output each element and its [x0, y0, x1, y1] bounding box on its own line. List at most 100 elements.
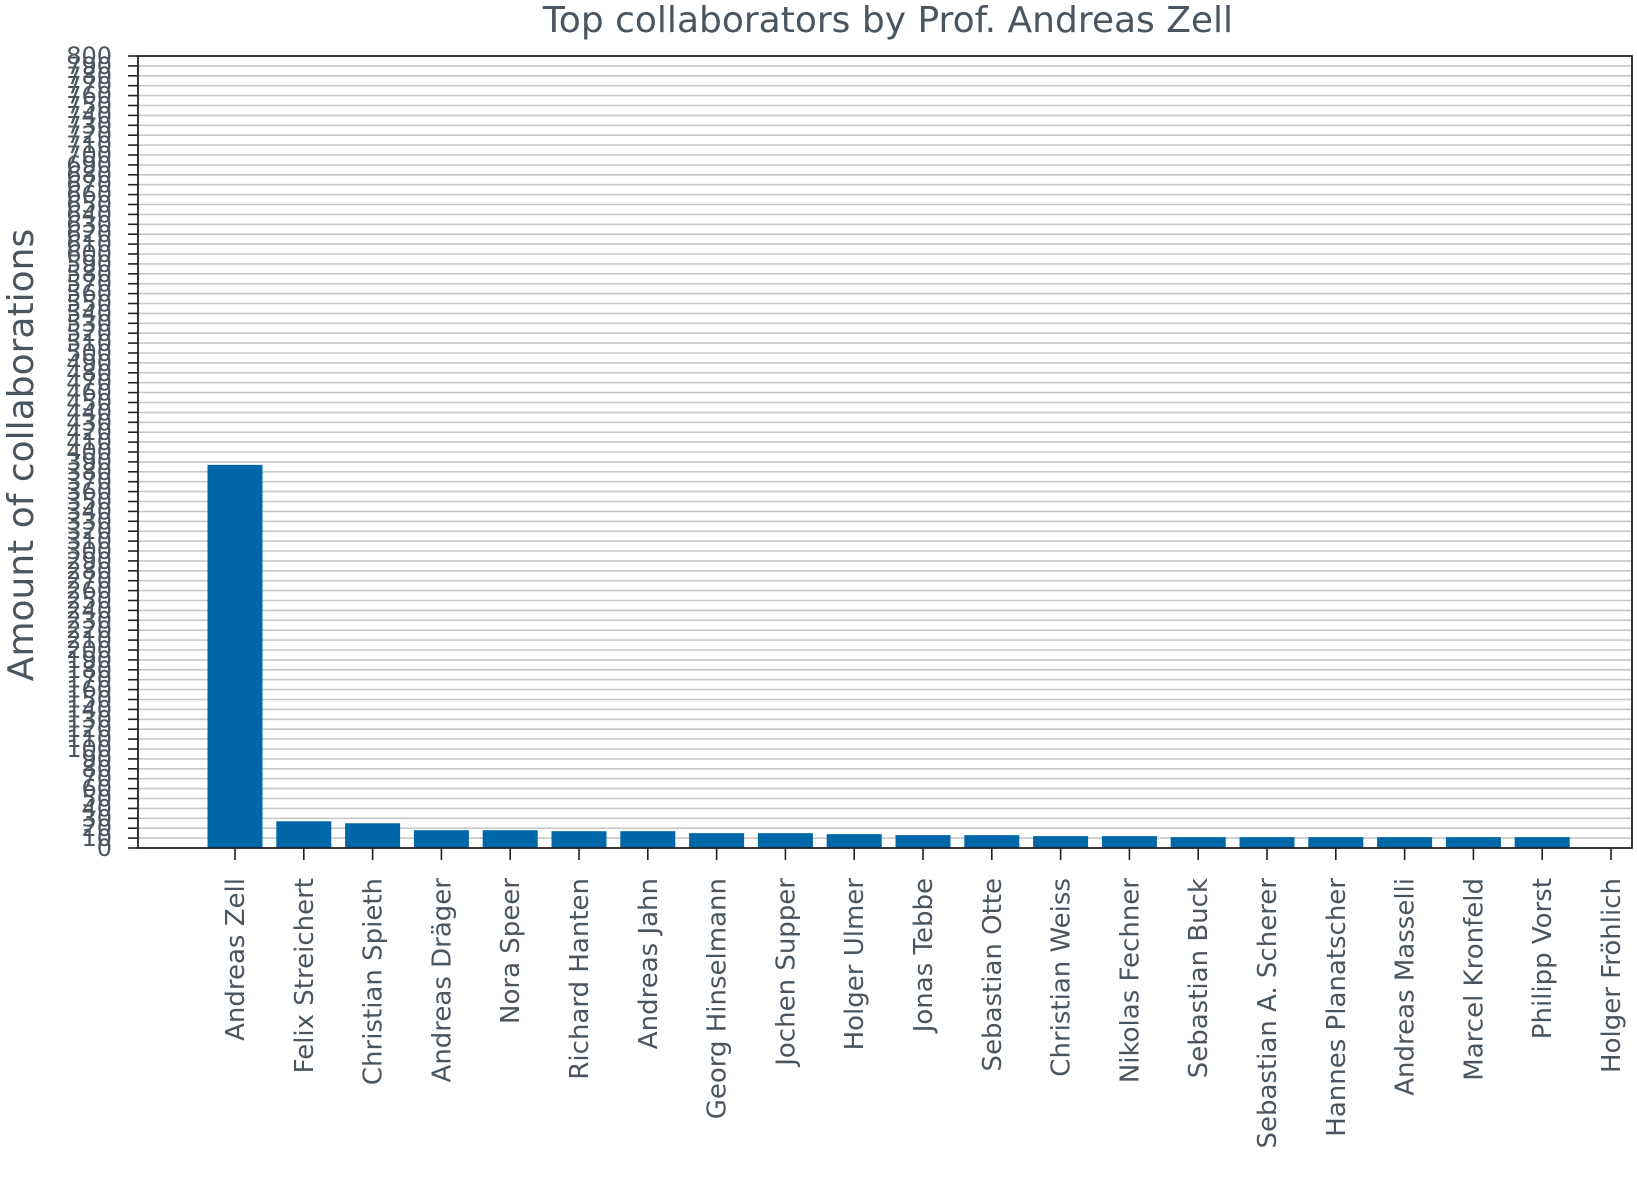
y-tick-label: 140	[66, 695, 112, 723]
y-tick-label: 120	[66, 715, 112, 743]
y-tick-label: 70	[81, 765, 112, 793]
x-tick-label: Christian Spieth	[359, 878, 389, 1085]
y-tick-label: 230	[66, 606, 112, 634]
y-tick-label: 360	[66, 478, 112, 506]
bar	[345, 823, 401, 848]
bar	[895, 835, 951, 848]
bar	[1445, 837, 1501, 848]
y-tick-label: 740	[66, 101, 112, 129]
y-tick-label: 30	[81, 804, 112, 832]
y-tick-label: 620	[66, 220, 112, 248]
y-tick-label: 630	[66, 210, 112, 238]
x-tick-label: Sebastian Buck	[1184, 878, 1214, 1078]
x-tick-label: Nikolas Fechner	[1115, 878, 1145, 1083]
y-tick-label: 330	[66, 507, 112, 535]
bar	[1514, 837, 1570, 848]
bar	[1308, 837, 1364, 848]
y-tick-label: 540	[66, 299, 112, 327]
bar	[689, 833, 745, 848]
y-tick-label: 470	[66, 369, 112, 397]
x-tick-label: Nora Speer	[496, 878, 526, 1024]
y-tick-label: 590	[66, 250, 112, 278]
bar	[482, 830, 538, 848]
y-tick-label: 790	[66, 52, 112, 80]
y-tick-label: 220	[66, 616, 112, 644]
y-tick-label: 420	[66, 418, 112, 446]
bar	[964, 835, 1020, 848]
y-tick-label: 0	[97, 834, 112, 862]
y-tick-label: 500	[66, 339, 112, 367]
y-tick-label: 160	[66, 676, 112, 704]
x-tick-label: Jonas Tebbe	[909, 878, 939, 1034]
y-tick-label: 750	[66, 92, 112, 120]
y-tick-label: 490	[66, 349, 112, 377]
x-axis-ticks: Andreas Zell Felix Streichert Christian Sp…	[221, 848, 1627, 1149]
y-tick-label: 450	[66, 389, 112, 417]
x-tick-label: Sebastian Otte	[978, 878, 1008, 1071]
y-tick-label: 440	[66, 398, 112, 426]
bar	[551, 831, 607, 848]
gridlines	[138, 65, 1632, 839]
y-tick-label: 40	[81, 794, 112, 822]
y-tick-label: 280	[66, 557, 112, 585]
y-tick-label: 10	[81, 824, 112, 852]
bar	[413, 830, 469, 848]
y-tick-label: 690	[66, 151, 112, 179]
y-axis-label: Amount of collaborations	[1, 229, 42, 681]
y-axis-ticks: 0102030405060708090100110120130140150160…	[66, 42, 138, 862]
y-tick-label: 60	[81, 775, 112, 803]
y-tick-label: 270	[66, 567, 112, 595]
y-tick-label: 100	[66, 735, 112, 763]
y-tick-label: 650	[66, 191, 112, 219]
y-tick-label: 290	[66, 547, 112, 575]
y-tick-label: 370	[66, 468, 112, 496]
y-tick-label: 730	[66, 111, 112, 139]
y-tick-label: 90	[81, 745, 112, 773]
y-tick-label: 550	[66, 290, 112, 318]
bar	[276, 821, 332, 848]
bar	[1033, 836, 1089, 848]
bars	[207, 464, 1570, 848]
y-tick-label: 80	[81, 755, 112, 783]
chart-title: Top collaborators by Prof. Andreas Zell	[542, 0, 1233, 41]
y-tick-label: 260	[66, 577, 112, 605]
x-tick-label: Christian Weiss	[1047, 878, 1077, 1077]
x-tick-label: Hannes Planatscher	[1322, 878, 1352, 1137]
x-tick-label: Andreas Dräger	[427, 878, 457, 1083]
x-tick-label: Jochen Supper	[771, 878, 801, 1068]
bar	[620, 831, 676, 848]
y-tick-label: 390	[66, 448, 112, 476]
bar	[1101, 836, 1157, 848]
y-tick-label: 460	[66, 379, 112, 407]
y-tick-label: 340	[66, 497, 112, 525]
y-tick-label: 510	[66, 329, 112, 357]
y-tick-label: 240	[66, 596, 112, 624]
y-tick-label: 250	[66, 587, 112, 615]
y-tick-label: 180	[66, 656, 112, 684]
y-tick-label: 210	[66, 626, 112, 654]
x-tick-label: Holger Fröhlich	[1597, 878, 1627, 1073]
y-tick-label: 600	[66, 240, 112, 268]
x-tick-label: Sebastian A. Scherer	[1253, 878, 1283, 1149]
y-tick-label: 640	[66, 200, 112, 228]
y-tick-label: 410	[66, 428, 112, 456]
y-tick-label: 150	[66, 686, 112, 714]
x-tick-label: Andreas Jahn	[634, 878, 664, 1049]
y-tick-label: 110	[66, 725, 112, 753]
y-tick-label: 20	[81, 814, 112, 842]
y-tick-label: 430	[66, 408, 112, 436]
y-tick-label: 200	[66, 636, 112, 664]
y-tick-label: 380	[66, 458, 112, 486]
y-tick-label: 710	[66, 131, 112, 159]
y-tick-label: 770	[66, 72, 112, 100]
y-tick-label: 700	[66, 141, 112, 169]
y-tick-label: 580	[66, 260, 112, 288]
y-tick-label: 190	[66, 646, 112, 674]
x-tick-label: Georg Hinselmann	[703, 878, 733, 1119]
y-tick-label: 530	[66, 309, 112, 337]
bar	[1377, 837, 1433, 848]
y-tick-label: 480	[66, 359, 112, 387]
bar	[1239, 837, 1295, 848]
y-tick-label: 720	[66, 121, 112, 149]
